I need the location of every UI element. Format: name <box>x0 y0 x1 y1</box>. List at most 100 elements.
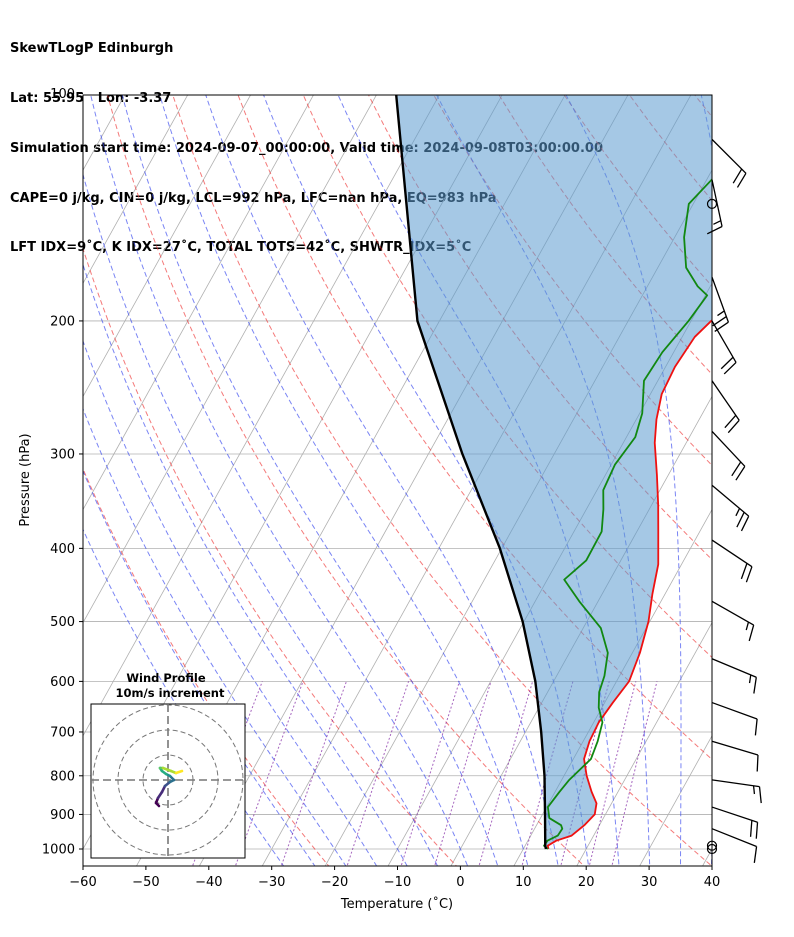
y-tick-label: 200 <box>50 314 75 329</box>
x-tick-label: 40 <box>704 875 721 890</box>
barb-shaft <box>711 276 730 323</box>
x-tick-label: −10 <box>384 875 411 890</box>
barb-full <box>753 846 758 863</box>
barb-full <box>753 677 757 694</box>
isotherm <box>83 95 252 398</box>
barb-shaft <box>711 806 758 823</box>
mixing-ratio-line <box>478 681 534 866</box>
wind-barb <box>711 600 755 642</box>
mixing-ratio-line <box>588 681 637 866</box>
barb-half <box>748 674 752 684</box>
barb-full <box>714 321 729 332</box>
y-tick-label: 600 <box>50 675 75 690</box>
hodograph-segment <box>161 766 173 773</box>
wind-barb <box>706 198 718 209</box>
isotherm <box>83 95 440 737</box>
calm-wind-circle <box>706 840 718 851</box>
wind-barb <box>706 840 718 851</box>
wind-barb <box>711 701 758 736</box>
x-axis-ticks: −60 −50 −40 −30 −20 −10 0 10 20 30 40 <box>69 866 720 890</box>
calm-wind-circle <box>706 198 718 209</box>
wind-barb <box>711 828 758 863</box>
barb-shaft <box>711 484 750 517</box>
wind-barb <box>711 320 737 375</box>
x-axis-label: Temperature (˚C) <box>340 896 453 912</box>
barb-full <box>731 461 742 477</box>
x-tick-label: 20 <box>578 875 595 890</box>
profile-lines <box>395 95 712 850</box>
wind-barb <box>706 179 723 235</box>
y-tick-label: 900 <box>50 808 75 823</box>
mixing-ratio-line <box>400 681 460 866</box>
wind-profile-inset: Wind Profile 10m/s increment <box>90 671 246 859</box>
moist-adiabat <box>205 95 559 866</box>
wind-barb <box>711 138 747 188</box>
y-tick-label: 800 <box>50 769 75 784</box>
barb-full <box>749 820 753 837</box>
wind-barbs <box>706 138 762 863</box>
barb-half <box>752 785 756 795</box>
y-axis-label: Pressure (hPa) <box>18 433 33 526</box>
wind-barb <box>711 658 757 694</box>
moist-adiabat <box>83 528 285 866</box>
cape-cin-shading <box>396 95 712 849</box>
barb-shaft <box>711 380 740 421</box>
x-tick-label: −30 <box>258 875 285 890</box>
barb-shaft <box>711 320 737 363</box>
y-tick-label: 500 <box>50 615 75 630</box>
barb-full <box>758 786 762 804</box>
x-tick-label: 0 <box>456 875 464 890</box>
barb-full <box>740 515 750 532</box>
barb-full <box>712 316 727 327</box>
barb-shaft <box>711 600 754 626</box>
barb-shaft <box>711 430 746 467</box>
wind-barb <box>706 843 718 855</box>
isotherm <box>83 95 189 285</box>
dry-adiabat <box>83 247 458 866</box>
dry-adiabat <box>83 467 330 866</box>
moist-adiabat <box>90 95 469 866</box>
mixing-ratio-line <box>434 681 492 866</box>
y-tick-label: 1000 <box>42 843 75 858</box>
barb-shaft <box>711 701 758 720</box>
barb-shaft <box>711 658 757 678</box>
isotherm <box>0 59 82 880</box>
isotherm <box>758 59 794 880</box>
y-tick-label: 100 <box>50 87 75 102</box>
moist-adiabat <box>83 339 378 866</box>
barb-full <box>735 465 746 481</box>
isotherm <box>83 95 377 624</box>
barb-full <box>748 624 755 642</box>
barb-half <box>735 508 741 517</box>
dewpoint-line <box>543 178 712 850</box>
cape-shading <box>396 95 712 849</box>
wind-barb <box>711 740 759 772</box>
barb-full <box>756 754 759 772</box>
barb-full <box>706 225 723 235</box>
isotherm <box>450 395 712 866</box>
wind-barb <box>711 276 730 332</box>
moist-adiabat <box>565 95 682 866</box>
mixing-ratio-line <box>611 681 658 866</box>
dry-adiabat <box>172 95 712 866</box>
barb-shaft <box>711 828 757 848</box>
header-station: SkewTLogP Edinburgh <box>10 41 174 57</box>
x-tick-label: −60 <box>69 875 96 890</box>
moist-adiabat <box>83 469 316 866</box>
barb-full <box>745 566 753 583</box>
moist-adiabat <box>83 262 408 866</box>
moist-adiabat <box>121 95 499 866</box>
wind-barb <box>711 380 740 434</box>
x-tick-label: −50 <box>132 875 159 890</box>
barb-full <box>755 822 759 839</box>
wind-barb <box>711 539 753 583</box>
barb-full <box>723 362 737 375</box>
barb-shaft <box>711 138 747 174</box>
isotherm <box>83 95 314 511</box>
barb-shaft <box>711 740 759 756</box>
barb-half <box>717 310 725 317</box>
barb-full <box>736 512 745 528</box>
y-tick-label: 400 <box>50 542 75 557</box>
y-tick-label: 700 <box>50 725 75 740</box>
moist-adiabat <box>159 95 529 866</box>
